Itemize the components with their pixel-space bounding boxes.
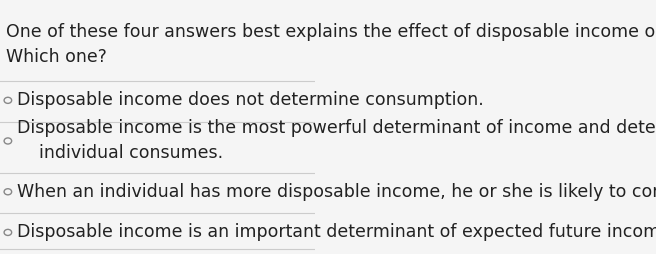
Text: Disposable income is the most powerful determinant of income and determines how : Disposable income is the most powerful d… [17,119,656,163]
Text: One of these four answers best explains the effect of disposable income on consu: One of these four answers best explains … [7,23,656,66]
Text: Disposable income does not determine consumption.: Disposable income does not determine con… [17,91,484,109]
Text: When an individual has more disposable income, he or she is likely to consume le: When an individual has more disposable i… [17,183,656,201]
Text: Disposable income is an important determinant of expected future income.: Disposable income is an important determ… [17,224,656,241]
